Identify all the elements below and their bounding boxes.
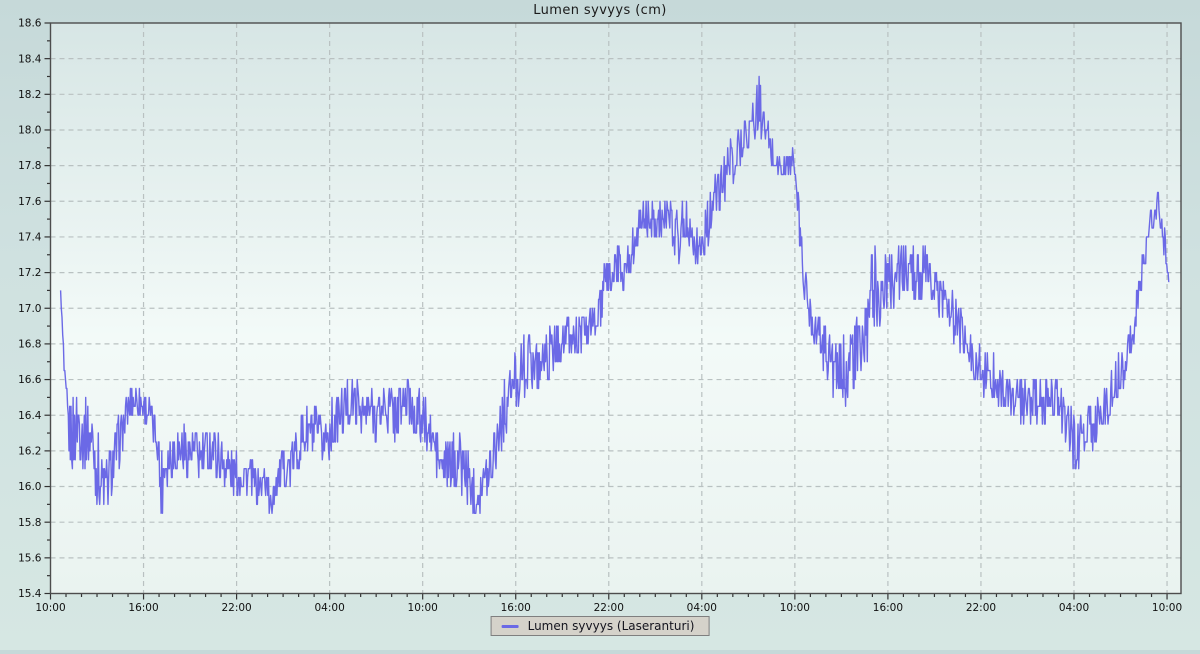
y-tick-label: 17.8 [18,160,41,172]
plot-background [50,23,1181,594]
x-tick-label: 04:00 [1059,602,1089,614]
y-tick-label: 17.6 [18,196,42,208]
y-tick-label: 16.4 [18,410,42,422]
y-tick-label: 16.6 [18,374,42,386]
y-tick-label: 18.4 [18,53,42,65]
x-tick-label: 04:00 [687,602,717,614]
legend-line-swatch [501,624,519,628]
chart-title: Lumen syvyys (cm) [533,3,667,18]
x-tick-label: 04:00 [315,602,345,614]
x-tick-label: 22:00 [594,602,624,614]
tick-labels: 15.4 15.6 15.8 16.0 16.2 16.4 16.6 16.8 17.0 17.2… [18,18,1182,614]
x-tick-label: 16:00 [873,602,903,614]
y-tick-label: 18.2 [18,89,41,101]
x-tick-label: 10:00 [35,602,65,614]
y-tick-label: 18.0 [18,125,41,137]
y-tick-label: 16.2 [18,445,41,457]
y-tick-label: 17.2 [18,267,41,279]
legend-label: Lumen syvyys (Laseranturi) [527,619,695,633]
y-tick-label: 15.6 [18,552,42,564]
x-tick-label: 16:00 [128,602,158,614]
x-tick-label: 22:00 [221,602,251,614]
y-tick-label: 15.8 [18,517,41,529]
legend: Lumen syvyys (Laseranturi) [490,616,710,636]
x-tick-label: 10:00 [408,602,438,614]
y-tick-label: 17.4 [18,232,42,244]
x-tick-label: 16:00 [501,602,531,614]
x-tick-label: 22:00 [966,602,996,614]
x-tick-label: 10:00 [780,602,810,614]
y-tick-label: 17.0 [18,303,41,315]
x-tick-label: 10:00 [1152,602,1182,614]
y-tick-label: 18.6 [18,18,42,30]
y-tick-label: 16.8 [18,339,41,351]
y-tick-label: 16.0 [18,481,41,493]
plot-frame [49,22,1182,595]
series-line [59,75,1170,514]
y-tick-label: 15.4 [18,588,42,600]
